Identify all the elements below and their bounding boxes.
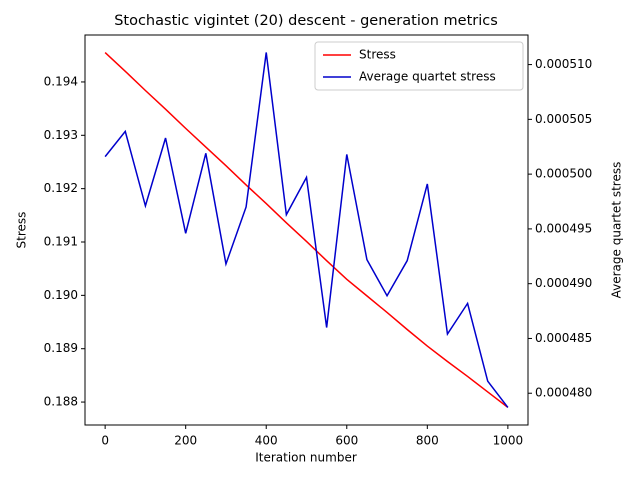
series-line (104, 52, 509, 408)
y2-axis-label: Average quartet stress (610, 162, 624, 299)
y-tick-label: 0.190 (44, 288, 78, 302)
y-tick-label: 0.194 (44, 74, 78, 88)
y2-tick-label: 0.000485 (535, 331, 592, 345)
series-line (104, 52, 509, 408)
x-tick-label: 400 (255, 434, 278, 448)
y2-tick-label: 0.000495 (535, 221, 592, 235)
y2-tick-label: 0.000490 (535, 276, 592, 290)
legend-label: Average quartet stress (359, 70, 496, 84)
y-tick-label: 0.192 (44, 181, 78, 195)
x-tick-label: 0 (101, 434, 109, 448)
legend: Stress Average quartet stress (314, 41, 524, 91)
legend-box (314, 41, 524, 91)
y2-tick-label: 0.000500 (535, 167, 592, 181)
x-tick-label: 600 (335, 434, 358, 448)
y2-tick-label: 0.000505 (535, 112, 592, 126)
y-tick-label: 0.188 (44, 395, 78, 409)
x-tick-label: 800 (416, 434, 439, 448)
y2-tick-label: 0.000510 (535, 57, 592, 71)
legend-label: Stress (359, 48, 396, 62)
y-tick-label: 0.191 (44, 235, 78, 249)
x-tick-label: 200 (174, 434, 197, 448)
x-tick-label: 1000 (493, 434, 524, 448)
y-axis-label: Stress (15, 212, 29, 249)
plot-frame (84, 34, 529, 426)
y-tick-label: 0.193 (44, 128, 78, 142)
chart-title: Stochastic vigintet (20) descent - gener… (114, 13, 498, 29)
y-tick-label: 0.189 (44, 341, 78, 355)
y2-tick-label: 0.000480 (535, 386, 592, 400)
x-axis-label: Iteration number (255, 451, 357, 465)
